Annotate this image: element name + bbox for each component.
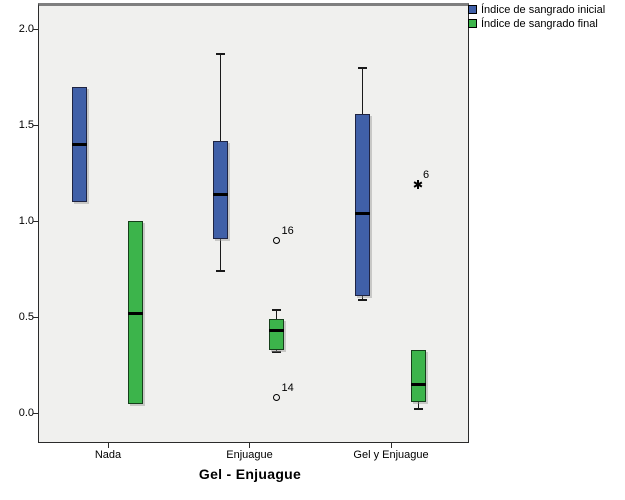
y-tick-mark [33, 220, 38, 222]
legend-swatch-icon [468, 19, 477, 28]
whisker-cap [216, 270, 225, 273]
boxplot-box [269, 319, 284, 350]
category-label: Nada [94, 449, 122, 461]
y-tick-mark [33, 124, 38, 126]
whisker-cap [272, 308, 281, 311]
whisker-cap [413, 408, 423, 411]
median-line [71, 143, 87, 146]
legend-label: Índice de sangrado final [481, 17, 598, 30]
y-tick-label: 1.0 [18, 214, 34, 227]
whisker-line [220, 54, 221, 141]
y-tick-label: 0.0 [18, 406, 34, 419]
category-label: Enjuague [226, 449, 273, 461]
whisker-cap [357, 299, 367, 302]
median-line [410, 383, 426, 386]
y-tick-label: 0.5 [18, 310, 34, 323]
outlier-label: 16 [281, 224, 294, 237]
plot-area [38, 3, 469, 443]
x-tick-mark [249, 443, 250, 448]
category-label: Gel y Enjuague [353, 449, 429, 461]
whisker-line [220, 238, 221, 272]
outlier-circle-marker [273, 394, 280, 402]
legend-swatch-icon [468, 5, 477, 14]
boxplot-box [213, 140, 228, 239]
median-line [213, 192, 228, 196]
median-line [127, 311, 143, 315]
boxplot-box [354, 113, 370, 297]
legend-label: Índice de sangrado inicial [481, 3, 606, 16]
y-tick-mark [33, 28, 38, 30]
x-tick-mark [107, 443, 109, 448]
outlier-label: 6 [423, 168, 430, 181]
whisker-line [361, 67, 363, 114]
whisker-cap [357, 66, 367, 69]
legend: Índice de sangrado inicial Índice de sang… [468, 3, 605, 31]
median-line [269, 329, 284, 333]
outlier-label: 14 [281, 381, 294, 394]
y-tick-mark [33, 316, 38, 318]
legend-row: Índice de sangrado final [468, 17, 605, 30]
median-line [354, 212, 370, 216]
x-tick-mark [390, 443, 392, 448]
y-tick-label: 2.0 [18, 22, 34, 35]
whisker-line [276, 309, 277, 320]
y-tick-mark [33, 412, 38, 414]
whisker-cap [272, 350, 281, 353]
boxplot-box [410, 349, 426, 402]
whisker-line [417, 401, 419, 410]
outlier-circle-marker [273, 237, 280, 244]
whisker-line [361, 296, 363, 300]
legend-row: Índice de sangrado inicial [468, 3, 605, 16]
x-axis-title: Gel - Enjuague [198, 466, 302, 482]
whisker-cap [216, 53, 225, 56]
y-tick-label: 1.5 [18, 118, 34, 131]
